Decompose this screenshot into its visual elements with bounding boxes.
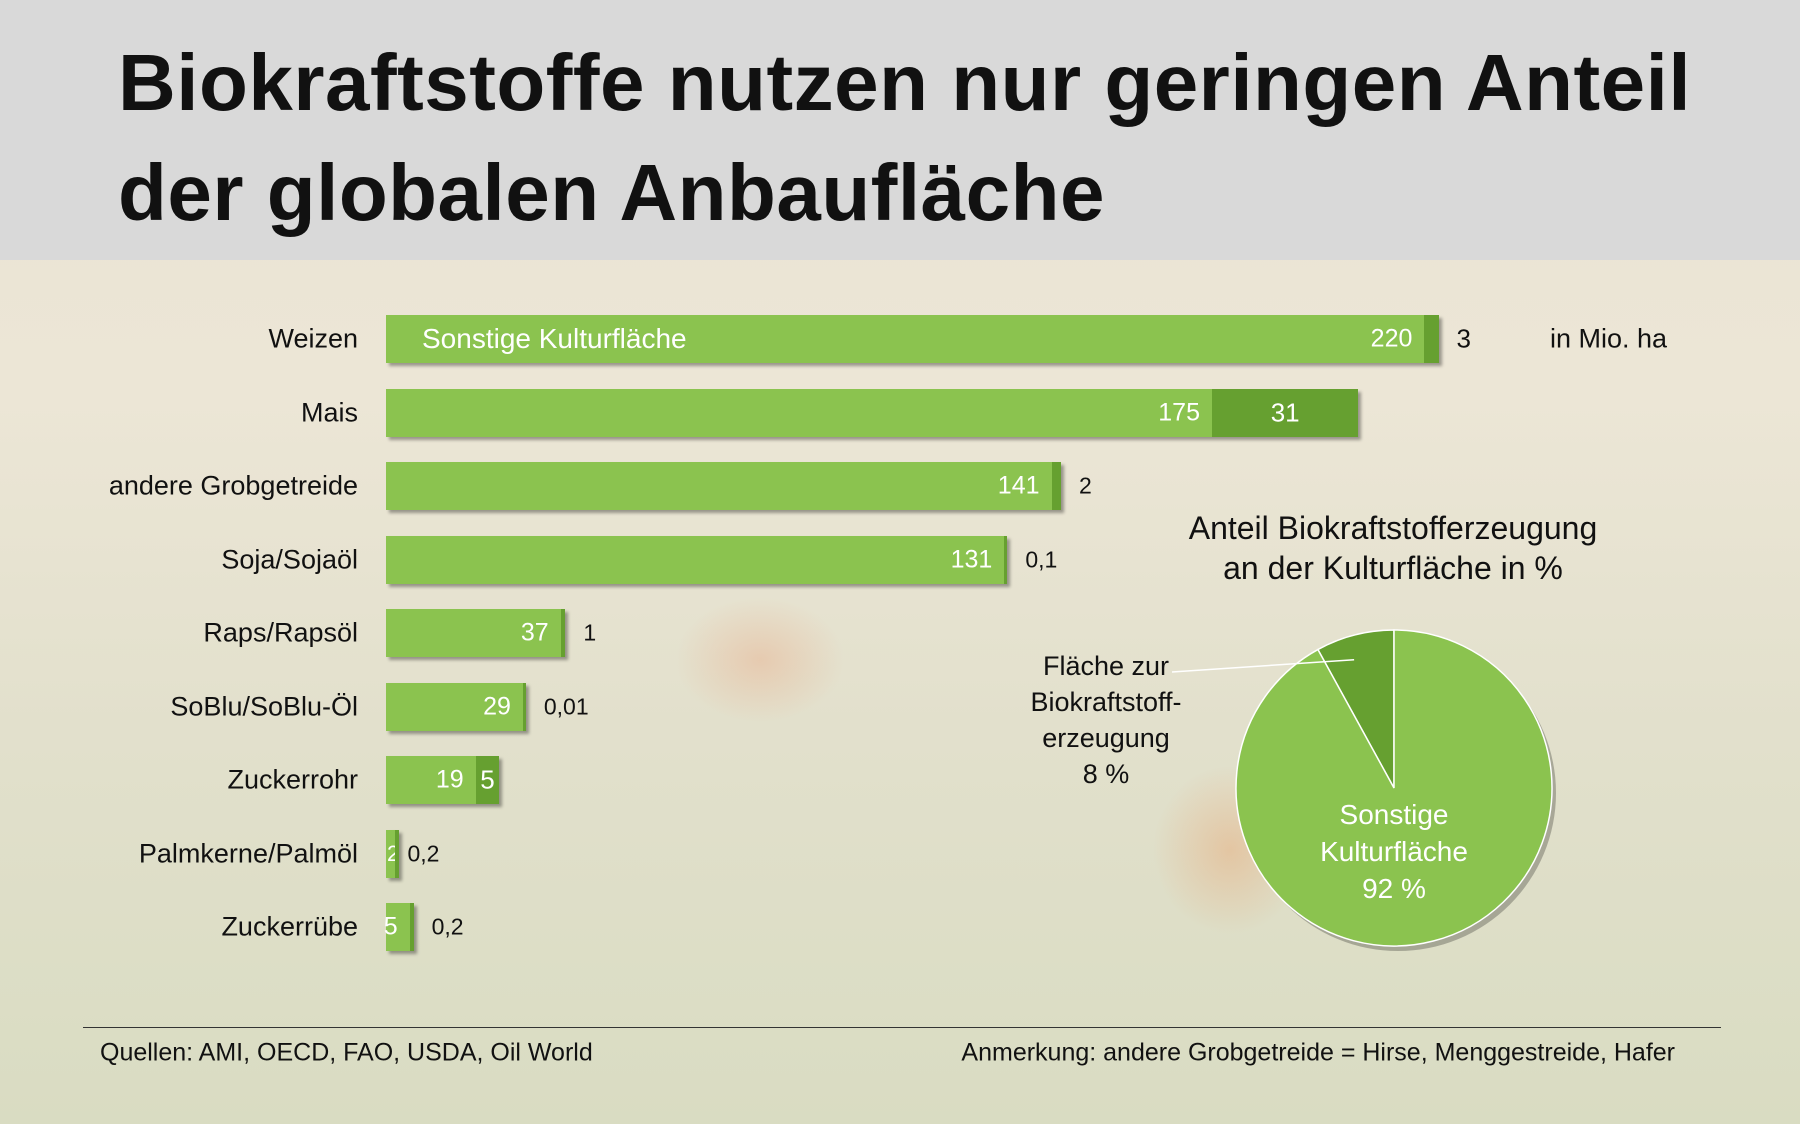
pie-title-line-1: Anteil Biokraftstofferzeugung [1188, 510, 1598, 546]
data-label: 1 [583, 619, 597, 646]
bar-segment-biokraftstoff: 5 [475, 756, 500, 804]
sources-text: Quellen: AMI, OECD, FAO, USDA, Oil World [100, 1038, 593, 1067]
pie-slice-sonstige [1235, 629, 1553, 947]
pie-label-biokraftstoff: Fläche zur Biokraftstoff- erzeugung 8 % [986, 648, 1226, 792]
category-label: Mais [300, 397, 358, 427]
bar: 220 Sonstige Kulturfläche [386, 315, 1439, 363]
data-label: 5 [480, 764, 495, 795]
pie-label-line: Sonstige [1339, 799, 1449, 830]
bar-segment-sonstige: 175 [386, 388, 1212, 437]
category-label: Palmkerne/Palmöl [138, 838, 358, 868]
category-label: andere Grobgetreide [108, 470, 358, 501]
bar-segment-sonstige: 220 Sonstige Kulturfläche [386, 315, 1425, 363]
data-label: 220 [1370, 324, 1413, 353]
bar: 5 [383, 903, 414, 951]
data-label: 29 [483, 692, 511, 720]
data-label: 0,2 [407, 840, 440, 866]
data-label: 131 [950, 545, 993, 573]
category-label: Raps/Rapsöl [203, 617, 358, 648]
title-line-2: der globalen Anbaufläche [118, 148, 1105, 237]
data-label: 5 [383, 912, 398, 941]
category-label: Weizen [268, 323, 358, 354]
bar-segment-biokraftstoff [395, 829, 400, 878]
data-label: 0,2 [431, 913, 464, 940]
footer-divider [83, 1027, 1721, 1028]
category-label: Soja/Sojaöl [221, 544, 358, 574]
bar-segment-sonstige: 37 [386, 609, 561, 657]
page-title: Biokraftstoffe nutzen nur geringen Antei… [118, 28, 1691, 248]
header: Biokraftstoffe nutzen nur geringen Antei… [0, 0, 1800, 260]
bar: 2 [386, 829, 400, 878]
pie-title: Anteil Biokraftstofferzeugung an der Kul… [1093, 508, 1693, 588]
pie-label-sonstige: Sonstige Kulturfläche 92 % [1244, 796, 1544, 907]
bar-segment-sonstige: 5 [383, 903, 410, 951]
bar-segment-biokraftstoff: 31 [1212, 388, 1359, 437]
data-label: 175 [1158, 398, 1200, 426]
bar: 131 [386, 535, 1008, 584]
pie-label-line: 8 % [1082, 759, 1130, 789]
bar: 19 5 [386, 756, 500, 804]
category-label: Zuckerrübe [221, 911, 358, 942]
pie-leader-line [1171, 659, 1355, 673]
bar: 37 [386, 609, 566, 657]
data-label: 0,01 [543, 693, 589, 719]
category-label: SoBlu/SoBlu-Öl [170, 691, 358, 721]
bar-segment-biokraftstoff [1051, 462, 1061, 510]
pie-label-line: Biokraftstoff- [1030, 687, 1182, 717]
bar-segment-sonstige: 29 [386, 682, 523, 731]
bar: 141 [386, 462, 1061, 510]
unit-label: in Mio. ha [1550, 323, 1668, 354]
data-label: 141 [997, 471, 1040, 500]
bar: 175 31 [386, 388, 1359, 437]
data-label: 2 [1078, 472, 1092, 499]
bar-segment-sonstige: 131 [386, 535, 1005, 584]
pie-label-line: Kulturfläche [1320, 836, 1468, 867]
data-label: 19 [435, 765, 464, 794]
data-label: 3 [1456, 323, 1472, 354]
bar-segment-biokraftstoff [1424, 315, 1439, 363]
bar-segment-biokraftstoff [409, 903, 414, 951]
bar-segment-biokraftstoff [522, 682, 526, 731]
bar-segment-biokraftstoff [560, 609, 566, 657]
bar-segment-sonstige: 141 [386, 462, 1052, 510]
bar: 29 [386, 682, 526, 731]
bar-segment-sonstige: 19 [386, 756, 476, 804]
data-label: 31 [1270, 397, 1300, 427]
pie-label-line: Fläche zur [1042, 651, 1170, 681]
inline-series-label: Sonstige Kulturfläche [422, 323, 687, 354]
data-label: 37 [520, 618, 549, 647]
title-line-1: Biokraftstoffe nutzen nur geringen Antei… [118, 38, 1692, 127]
bar-segment-biokraftstoff [1004, 535, 1008, 584]
pie-label-line: 92 % [1362, 873, 1426, 904]
category-label: Zuckerrohr [227, 764, 358, 795]
pie-label-line: erzeugung [1042, 723, 1170, 753]
note-text: Anmerkung: andere Grobgetreide = Hirse, … [961, 1038, 1675, 1067]
data-label: 0,1 [1025, 546, 1058, 572]
pie-title-line-2: an der Kulturfläche in % [1223, 550, 1563, 586]
